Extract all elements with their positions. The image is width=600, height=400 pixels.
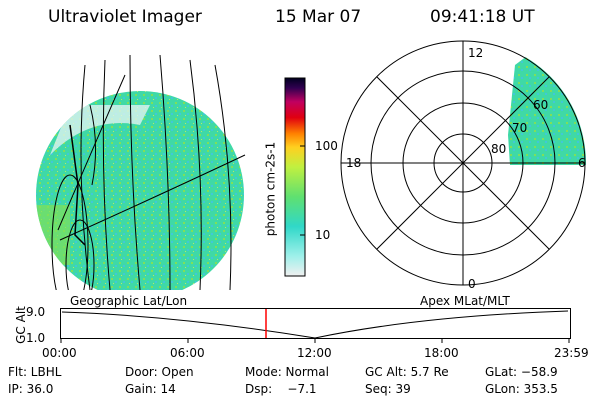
colorbar-tick-100: 100: [315, 139, 338, 153]
colorbar-label: photon cm-2s-1: [263, 141, 278, 237]
altitude-min-label: 1.0: [26, 331, 46, 345]
status-glon: GLon: 353.5: [485, 382, 558, 396]
right-panel-title: Apex MLat/MLT: [420, 294, 510, 308]
status-door: Door: Open: [125, 365, 194, 379]
status-ip: IP: 36.0: [8, 382, 54, 396]
status-filter: Flt: LBHL: [8, 365, 62, 379]
altitude-max-label: 9.0: [26, 305, 46, 319]
time-tick-1200: 12:00: [297, 346, 332, 360]
lat-label-80: 80: [491, 142, 507, 156]
color-scale-bar: [284, 77, 306, 277]
lat-label-60: 60: [533, 98, 549, 112]
time-tick-1800: 18:00: [424, 346, 459, 360]
mlt-label-12: 12: [468, 46, 484, 60]
polar-mlt-plot: [340, 40, 586, 286]
instrument-title: Ultraviolet Imager: [48, 7, 202, 27]
time-label: 09:41:18 UT: [430, 7, 535, 27]
altitude-timeline: [60, 308, 571, 343]
mlt-label-18: 18: [346, 156, 362, 170]
mlt-label-0: 0: [468, 277, 476, 291]
time-tick-2359: 23:59: [554, 346, 589, 360]
geographic-globe-image: [36, 54, 246, 290]
colorbar-tick-10: 10: [315, 228, 331, 242]
status-seq: Seq: 39: [365, 382, 411, 396]
status-gain: Gain: 14: [125, 382, 176, 396]
status-glat: GLat: −58.9: [485, 365, 558, 379]
status-gc-alt: GC Alt: 5.7 Re: [365, 365, 449, 379]
mlt-label-6: 6: [578, 156, 586, 170]
left-panel-title: Geographic Lat/Lon: [70, 294, 188, 308]
date-label: 15 Mar 07: [275, 7, 362, 27]
status-dsp: Dsp: −7.1: [245, 382, 317, 396]
status-mode: Mode: Normal: [245, 365, 329, 379]
time-tick-0600: 06:00: [170, 346, 205, 360]
time-tick-0000: 00:00: [42, 346, 77, 360]
lat-label-70: 70: [512, 121, 528, 135]
